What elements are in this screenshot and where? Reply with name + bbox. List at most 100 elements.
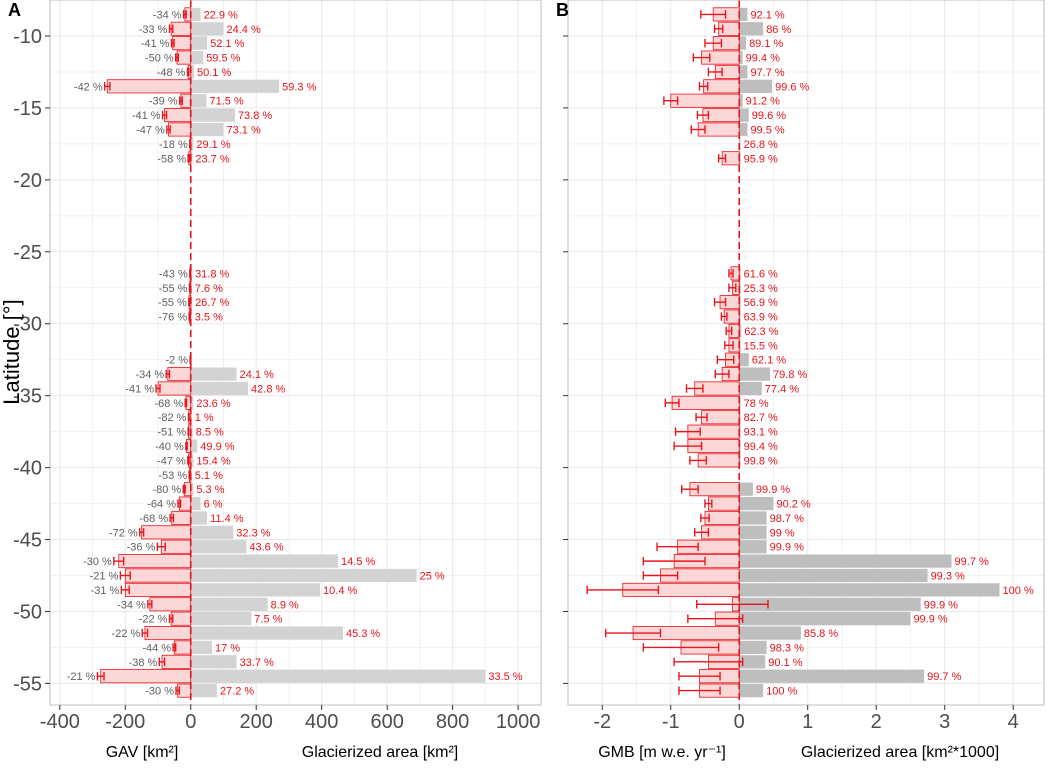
area-bar bbox=[190, 683, 217, 698]
red-percent-label: 33.7 % bbox=[240, 657, 274, 669]
area-bar bbox=[190, 7, 201, 22]
red-percent-label: 15.5 % bbox=[744, 340, 778, 352]
grey-percent-label: -68 % bbox=[154, 398, 183, 410]
red-percent-label: 7.5 % bbox=[254, 614, 282, 626]
area-bar bbox=[739, 554, 952, 568]
red-percent-label: 85.8 % bbox=[804, 628, 838, 640]
area-bar bbox=[739, 122, 748, 137]
change-bar bbox=[164, 108, 192, 123]
grey-percent-label: -47 % bbox=[157, 455, 186, 467]
red-percent-label: 99.5 % bbox=[750, 124, 784, 136]
area-bar bbox=[190, 655, 237, 669]
area-bar bbox=[739, 7, 748, 22]
grey-percent-label: -76 % bbox=[158, 312, 187, 324]
red-percent-label: 71.5 % bbox=[209, 96, 243, 108]
grey-percent-label: -55 % bbox=[159, 283, 188, 295]
area-bar bbox=[739, 482, 753, 496]
area-bar bbox=[739, 597, 921, 611]
panel-b-right-axis-title: Glacierized area [km²*1000] bbox=[801, 744, 999, 761]
area-bar bbox=[190, 669, 486, 683]
red-percent-label: 98.7 % bbox=[770, 513, 804, 525]
red-percent-label: 23.7 % bbox=[195, 153, 229, 165]
area-bar bbox=[190, 65, 195, 79]
area-bar bbox=[739, 94, 743, 108]
area-bar bbox=[190, 511, 208, 525]
area-bar bbox=[739, 540, 767, 554]
panel-b-bars bbox=[586, 0, 1000, 705]
change-bar bbox=[149, 597, 192, 612]
area-bar bbox=[190, 151, 193, 165]
y-tick-label: -35 bbox=[13, 386, 42, 408]
y-axis-title: Latitude [°] bbox=[0, 299, 24, 404]
x-tick-label: -200 bbox=[105, 711, 145, 733]
red-percent-label: 92.1 % bbox=[750, 9, 784, 21]
grey-percent-label: -2 % bbox=[165, 355, 188, 367]
grey-percent-label: -41 % bbox=[125, 383, 154, 395]
y-tick-label: -40 bbox=[13, 458, 42, 480]
area-bar bbox=[190, 583, 321, 597]
grey-percent-label: -42 % bbox=[74, 81, 103, 93]
red-percent-label: 99.9 % bbox=[756, 484, 790, 496]
red-percent-label: 62.3 % bbox=[744, 326, 778, 338]
red-percent-label: 52.1 % bbox=[210, 38, 244, 50]
area-bar bbox=[190, 425, 193, 439]
red-percent-label: 62.1 % bbox=[752, 355, 786, 367]
area-bar bbox=[190, 568, 417, 583]
change-bar bbox=[100, 669, 192, 684]
area-bar bbox=[739, 496, 774, 511]
grey-percent-label: -34 % bbox=[135, 369, 164, 381]
change-bar bbox=[176, 50, 192, 65]
red-percent-label: 23.6 % bbox=[196, 398, 230, 410]
red-percent-label: 99.6 % bbox=[752, 110, 786, 122]
grey-percent-label: -58 % bbox=[157, 153, 186, 165]
red-percent-label: 31.8 % bbox=[195, 268, 229, 280]
red-percent-label: 93.1 % bbox=[744, 427, 778, 439]
area-bar bbox=[739, 640, 767, 655]
x-tick-label: 0 bbox=[734, 711, 745, 733]
area-bar bbox=[739, 36, 747, 50]
area-bar bbox=[190, 640, 213, 655]
panel-a: -34 % 22.9 % -33 % 24.4 % -41 % 52.1 % -50 % 59… bbox=[8, 0, 542, 761]
area-bar bbox=[190, 79, 280, 93]
red-percent-label: 26.7 % bbox=[195, 297, 229, 309]
red-percent-label: 22.9 % bbox=[204, 9, 238, 21]
area-bar bbox=[190, 22, 224, 36]
panel-a-y-axis: -10 -15 -20 -25 -30 -35 -40 -45 -50 -55 bbox=[13, 26, 50, 695]
x-tick-label: 0 bbox=[185, 711, 196, 733]
panel-b: 92.1 % 86 % 89.1 % 99.4 % 97.7 % 99.6 % 91.2 %… bbox=[556, 0, 1045, 761]
change-bar bbox=[106, 79, 192, 94]
y-tick-label: -50 bbox=[13, 601, 42, 623]
x-tick-label: 4 bbox=[1008, 711, 1019, 733]
x-tick-label: -400 bbox=[40, 711, 80, 733]
red-percent-label: 15.4 % bbox=[196, 455, 230, 467]
area-bar bbox=[739, 669, 925, 683]
area-bar bbox=[190, 496, 201, 511]
grey-percent-label: -30 % bbox=[83, 556, 112, 568]
grey-percent-label: -72 % bbox=[109, 527, 138, 539]
y-tick-label: -30 bbox=[13, 314, 42, 336]
red-percent-label: 26.8 % bbox=[744, 139, 778, 151]
grey-percent-label: -41 % bbox=[132, 110, 161, 122]
x-tick-label: 200 bbox=[240, 711, 273, 733]
area-bar bbox=[190, 367, 237, 381]
red-percent-label: 99.3 % bbox=[931, 571, 965, 583]
grey-percent-label: -33 % bbox=[139, 24, 168, 36]
grey-percent-label: -34 % bbox=[117, 599, 146, 611]
red-percent-label: 8.5 % bbox=[196, 427, 224, 439]
red-percent-label: 11.4 % bbox=[210, 513, 244, 525]
grey-percent-label: -41 % bbox=[141, 38, 170, 50]
red-percent-label: 99.9 % bbox=[913, 614, 947, 626]
panel-a-tag: A bbox=[8, 0, 21, 20]
red-percent-label: 90.1 % bbox=[768, 657, 802, 669]
area-bar bbox=[190, 94, 207, 108]
change-bar bbox=[167, 367, 192, 382]
grey-percent-label: -18 % bbox=[159, 139, 188, 151]
area-bar bbox=[190, 597, 268, 611]
area-bar bbox=[190, 626, 343, 640]
y-tick-label: -20 bbox=[13, 170, 42, 192]
red-percent-label: 43.6 % bbox=[249, 542, 283, 554]
red-percent-label: 89.1 % bbox=[749, 38, 783, 50]
area-bar bbox=[190, 108, 235, 122]
area-bar bbox=[739, 683, 764, 698]
